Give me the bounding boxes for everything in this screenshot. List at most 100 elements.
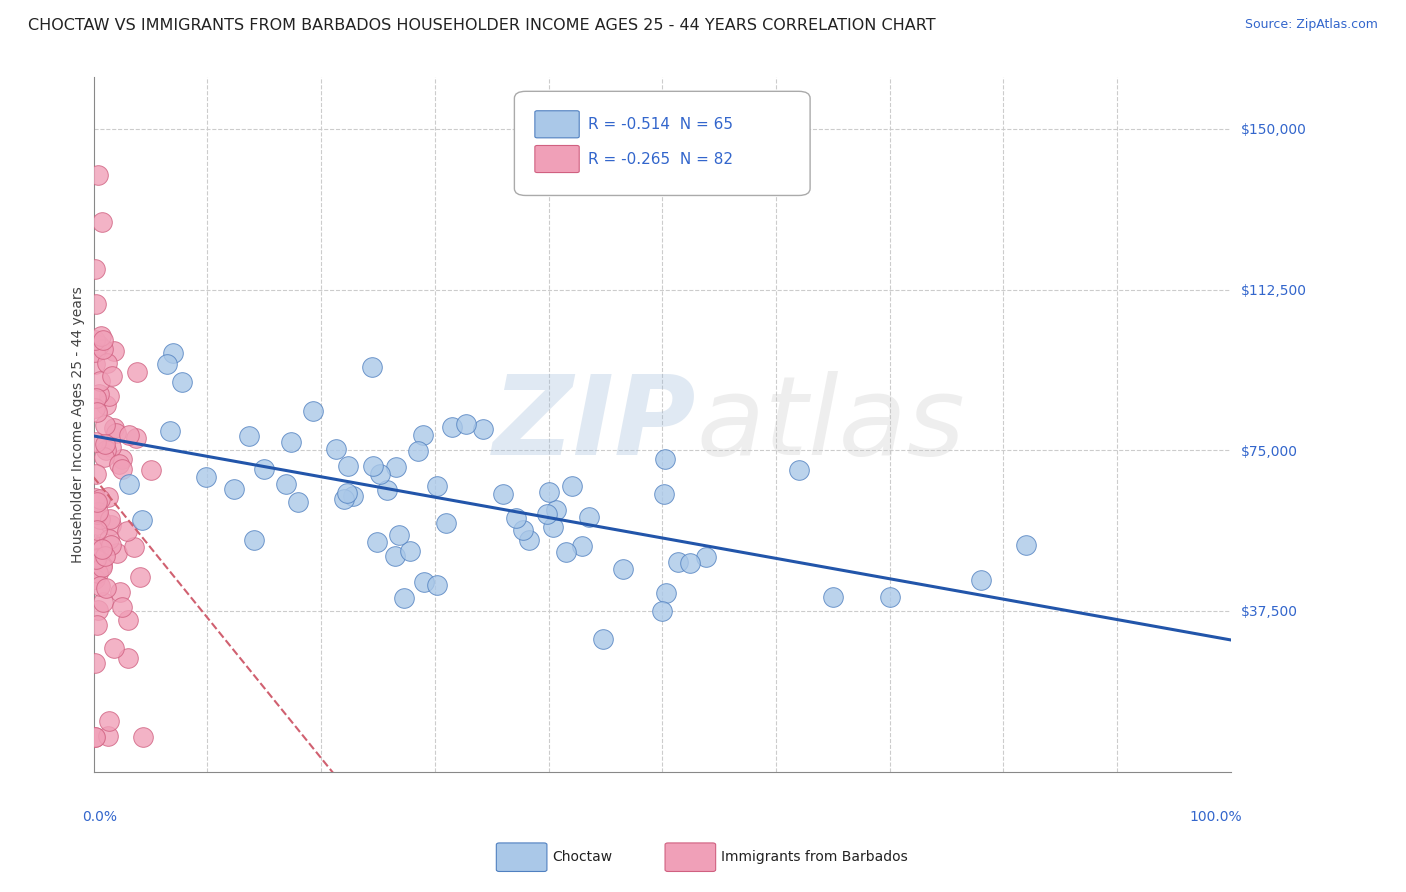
Point xyxy=(103,640,125,655)
Point xyxy=(325,442,347,457)
Point xyxy=(787,463,810,477)
Point xyxy=(441,419,464,434)
Point xyxy=(287,495,309,509)
Point xyxy=(118,428,141,442)
Point xyxy=(413,574,436,589)
Point xyxy=(111,599,134,614)
Point xyxy=(519,533,541,548)
Point xyxy=(98,389,121,403)
Point xyxy=(96,356,118,370)
Point xyxy=(578,509,600,524)
Point xyxy=(111,461,134,475)
Text: atlas: atlas xyxy=(696,371,965,478)
Point xyxy=(89,374,111,388)
Point xyxy=(83,543,105,558)
Point xyxy=(156,357,179,371)
Point xyxy=(96,398,118,412)
Point xyxy=(96,442,118,457)
Point xyxy=(103,343,125,358)
Point xyxy=(86,495,108,509)
Point xyxy=(86,518,108,533)
Text: ZIP: ZIP xyxy=(494,371,696,478)
Point xyxy=(492,486,515,500)
Text: R = -0.514  N = 65: R = -0.514 N = 65 xyxy=(588,117,734,132)
Point xyxy=(86,539,108,553)
Point xyxy=(86,550,108,565)
Point xyxy=(394,591,416,605)
Point xyxy=(654,585,676,599)
Point xyxy=(592,632,614,646)
Point xyxy=(426,577,449,591)
Point xyxy=(87,540,110,554)
Point xyxy=(107,457,129,471)
Point xyxy=(87,168,110,182)
Point xyxy=(83,344,105,359)
Point xyxy=(399,544,422,558)
Text: Immigrants from Barbados: Immigrants from Barbados xyxy=(721,850,908,864)
Point xyxy=(238,429,260,443)
Point xyxy=(361,459,384,474)
Point xyxy=(84,434,107,449)
Point xyxy=(505,511,527,525)
Point xyxy=(101,369,124,384)
Point xyxy=(276,477,298,491)
Point xyxy=(86,507,108,521)
Point xyxy=(224,482,246,496)
Text: 0.0%: 0.0% xyxy=(82,810,117,824)
Point xyxy=(368,467,391,481)
Point xyxy=(89,579,111,593)
Point xyxy=(117,476,139,491)
Text: Choctaw: Choctaw xyxy=(553,850,613,864)
Text: CHOCTAW VS IMMIGRANTS FROM BARBADOS HOUSEHOLDER INCOME AGES 25 - 44 YEARS CORREL: CHOCTAW VS IMMIGRANTS FROM BARBADOS HOUS… xyxy=(28,18,936,33)
Text: R = -0.265  N = 82: R = -0.265 N = 82 xyxy=(588,152,734,167)
Point xyxy=(128,570,150,584)
Point xyxy=(560,479,582,493)
Point xyxy=(89,491,111,506)
FancyBboxPatch shape xyxy=(515,91,810,195)
Point xyxy=(375,483,398,497)
Point xyxy=(970,573,993,587)
Point xyxy=(253,462,276,476)
Point xyxy=(426,479,449,493)
Text: 100.0%: 100.0% xyxy=(1189,810,1243,824)
Point xyxy=(117,650,139,665)
Point xyxy=(83,550,105,565)
Point xyxy=(90,558,112,572)
Point xyxy=(651,604,673,618)
Point xyxy=(159,424,181,438)
Point xyxy=(100,441,122,455)
Point xyxy=(91,342,114,356)
Point xyxy=(122,540,145,554)
Point xyxy=(384,459,406,474)
Point xyxy=(91,215,114,229)
Point xyxy=(280,435,302,450)
Point xyxy=(94,581,117,595)
Point xyxy=(131,731,153,745)
Point xyxy=(84,657,107,671)
Point xyxy=(384,549,406,563)
Point xyxy=(571,539,593,553)
Point xyxy=(654,452,676,467)
Point xyxy=(86,505,108,519)
Point xyxy=(336,458,359,473)
Point xyxy=(537,484,560,499)
Point xyxy=(83,731,105,745)
Point xyxy=(117,614,139,628)
Point xyxy=(115,524,138,538)
Point xyxy=(879,590,901,604)
Point xyxy=(84,731,107,745)
Point xyxy=(97,729,120,743)
Point xyxy=(93,450,115,464)
Point xyxy=(243,533,266,547)
Point xyxy=(89,387,111,401)
Point xyxy=(97,490,120,504)
Text: Source: ZipAtlas.com: Source: ZipAtlas.com xyxy=(1244,18,1378,31)
Point xyxy=(406,444,429,458)
Point xyxy=(90,542,112,557)
Point xyxy=(678,556,700,570)
Point xyxy=(555,545,578,559)
Point xyxy=(86,566,108,580)
Point xyxy=(87,603,110,617)
Y-axis label: Householder Income Ages 25 - 44 years: Householder Income Ages 25 - 44 years xyxy=(72,286,86,563)
FancyBboxPatch shape xyxy=(534,111,579,138)
